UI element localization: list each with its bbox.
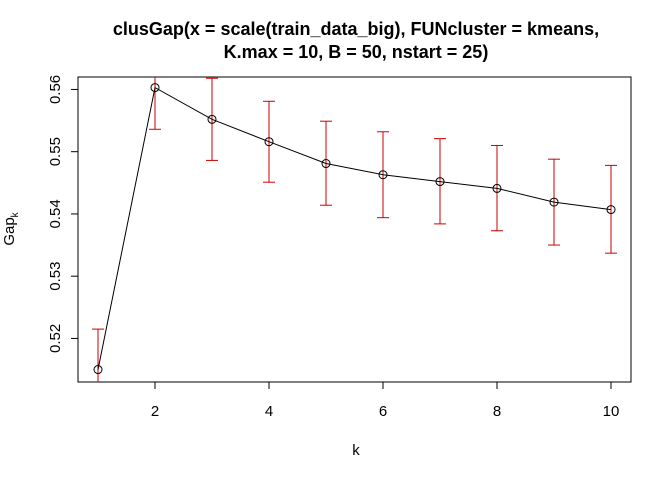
data-point-k6	[378, 170, 388, 180]
y-tick-label-0.55: 0.55	[47, 137, 64, 166]
data-point-k2	[150, 83, 160, 93]
x-tick-label-8: 8	[493, 403, 501, 420]
x-tick-label-4: 4	[265, 403, 273, 420]
data-point-k10	[606, 205, 616, 215]
x-axis-label: k	[352, 442, 360, 459]
x-tick-label-6: 6	[379, 403, 387, 420]
data-point-k7	[435, 177, 445, 187]
y-tick-label-0.53: 0.53	[47, 262, 64, 291]
y-axis: 0.52 0.53 0.54 0.55 0.56	[47, 75, 79, 353]
data-point-k8	[492, 183, 502, 193]
y-axis-label: Gapk	[1, 211, 21, 245]
svg-text:Gapk: Gapk	[1, 211, 21, 245]
y-tick-label-0.54: 0.54	[47, 199, 64, 228]
data-point-k1	[93, 365, 103, 375]
data-point-k9	[549, 197, 559, 207]
data-point-k3	[207, 114, 217, 124]
y-axis-label-subscript: k	[10, 211, 21, 217]
plot-frame	[77, 76, 632, 383]
chart-title-line-1: clusGap(x = scale(train_data_big), FUNcl…	[113, 19, 599, 39]
data-point-k4	[264, 137, 274, 147]
x-tick-label-2: 2	[151, 403, 159, 420]
error-bars	[92, 77, 617, 382]
y-tick-label-0.56: 0.56	[47, 75, 64, 104]
y-axis-label-main: Gap	[1, 217, 18, 245]
x-axis: 2 4 6 8 10	[151, 381, 620, 420]
gap-series-line	[97, 86, 612, 370]
data-point-k5	[321, 159, 331, 169]
chart-title-line-2: K.max = 10, B = 50, nstart = 25)	[224, 42, 489, 62]
y-tick-label-0.52: 0.52	[47, 324, 64, 353]
gap-points	[93, 83, 616, 375]
x-tick-label-10: 10	[603, 403, 620, 420]
